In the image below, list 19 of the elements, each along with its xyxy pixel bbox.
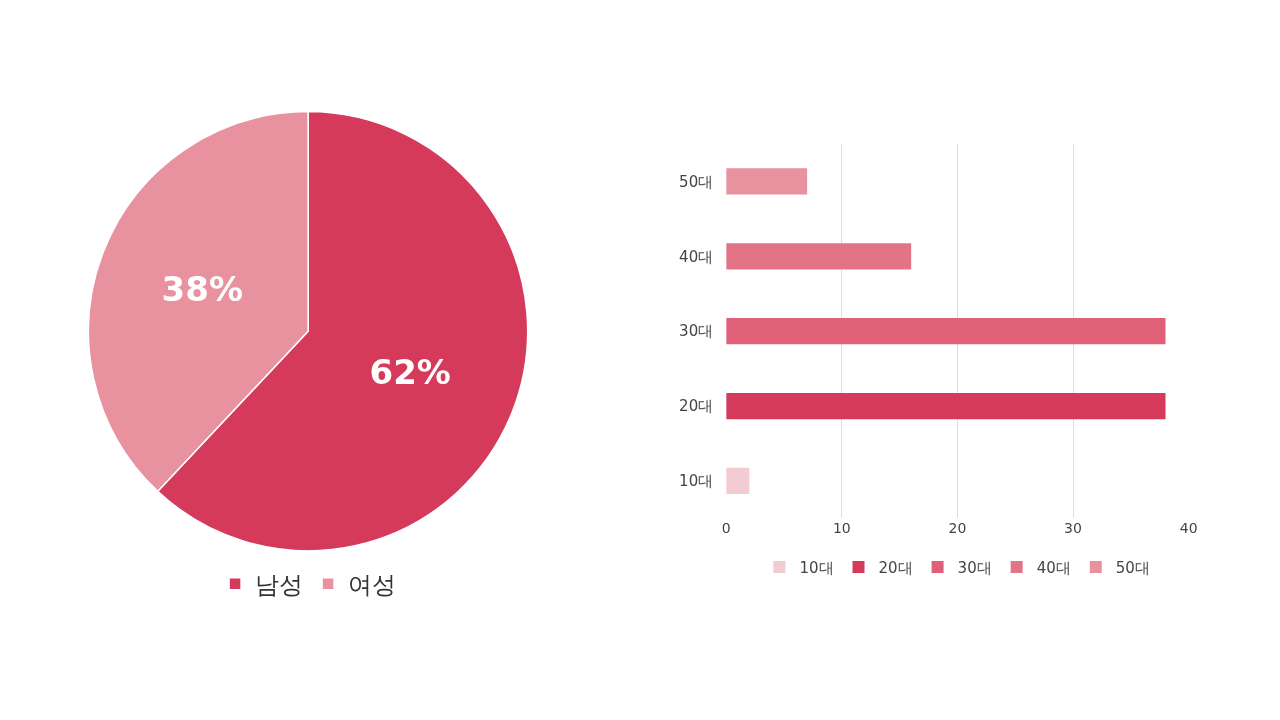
legend-label: 40대 (1036, 558, 1071, 577)
y-tick-label: 10대 (679, 472, 714, 491)
legend-label: 20대 (878, 558, 913, 577)
legend-label: 50대 (1115, 558, 1150, 577)
y-tick-label: 30대 (679, 322, 714, 341)
x-tick-label: 40 (1179, 520, 1198, 537)
x-tick-label: 30 (1064, 520, 1082, 537)
legend-label: 남성 (255, 571, 304, 600)
y-tick-label: 20대 (679, 397, 714, 416)
x-tick-label: 10 (832, 520, 851, 537)
y-tick-label: 40대 (679, 247, 714, 266)
data-label: 62% (369, 351, 451, 392)
data-label: 38% (161, 269, 243, 310)
legend-label: 10대 (799, 558, 834, 577)
legend-label: 여성 (348, 571, 397, 600)
x-tick-label: 20 (948, 520, 967, 537)
legend-label: 30대 (957, 558, 992, 577)
x-tick-label: 0 (721, 520, 731, 537)
y-tick-label: 50대 (679, 172, 714, 191)
